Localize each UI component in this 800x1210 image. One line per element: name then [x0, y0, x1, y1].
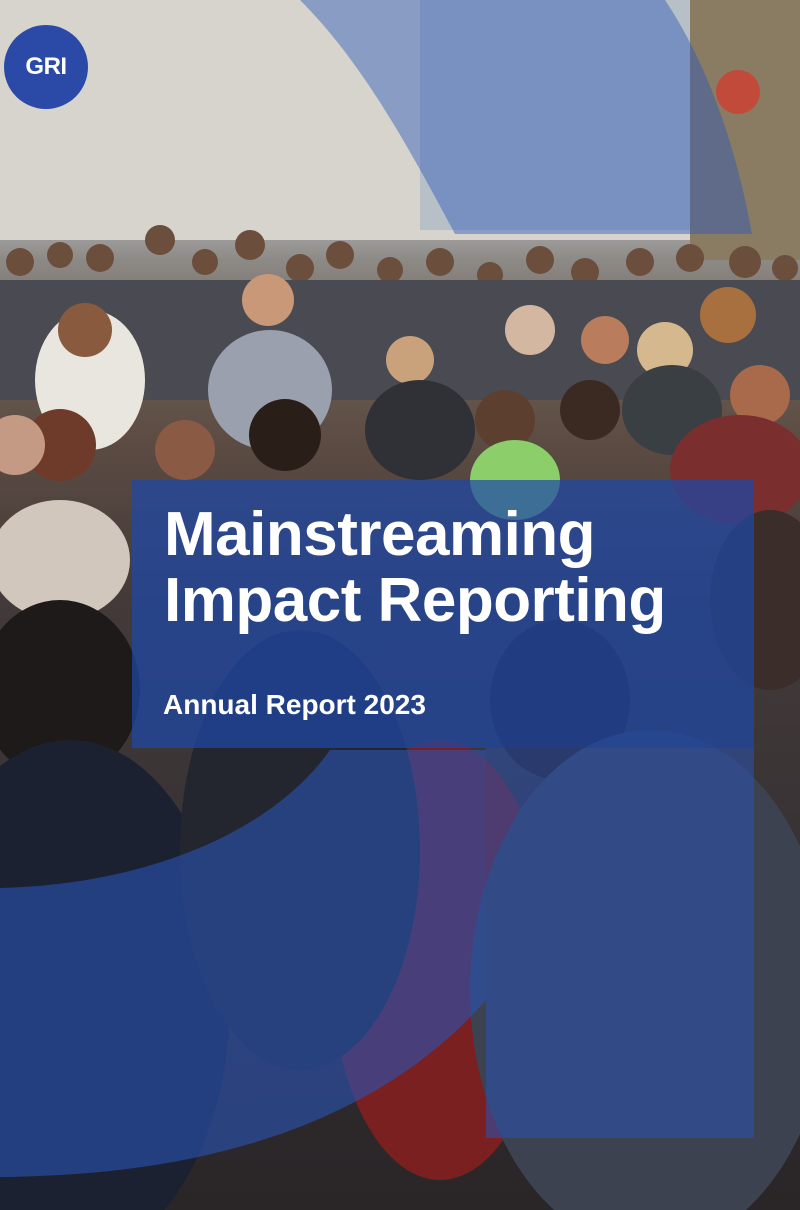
title-block: Mainstreaming Impact Reporting Annual Re…	[132, 480, 754, 748]
report-title-line-2: Impact Reporting	[164, 566, 666, 635]
gri-logo-text: GRI	[25, 53, 67, 80]
report-subtitle: Annual Report 2023	[163, 689, 426, 720]
gri-logo: GRI	[4, 25, 88, 109]
report-title: Mainstreaming Impact Reporting	[164, 502, 666, 634]
report-title-line-1: Mainstreaming	[164, 500, 596, 569]
